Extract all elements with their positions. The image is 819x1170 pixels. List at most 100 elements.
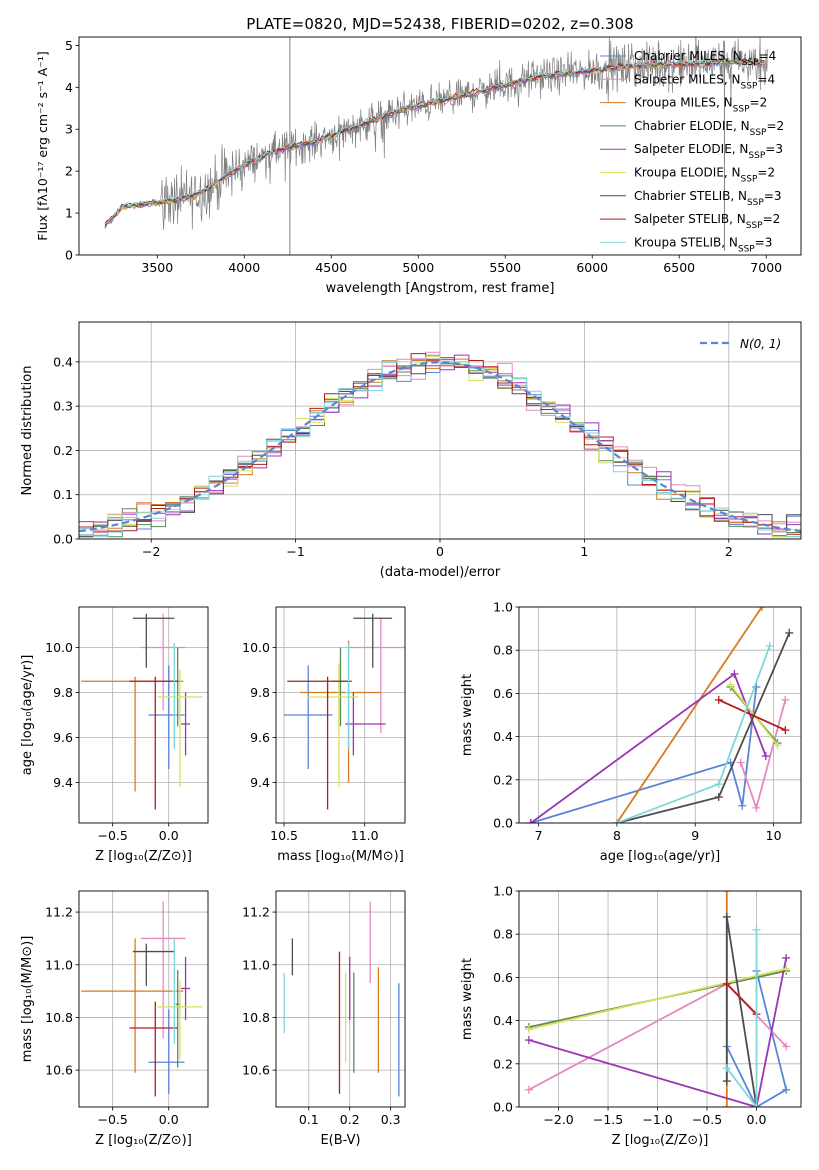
plot-area (284, 613, 405, 810)
tick-label-y: 1.0 (493, 884, 513, 899)
weight-marker-salpeter-elodie (782, 953, 791, 962)
legend-subscript: SSP (748, 151, 765, 161)
tick-label-y: 2 (65, 164, 73, 179)
tick-label-y: 0.0 (53, 532, 73, 547)
weight-marker-kroupa-elodie (524, 1025, 533, 1034)
tick-label-y: 10.0 (242, 640, 270, 655)
legend-label-kroupa-elodie: Kroupa ELODIE, NSSP=2 (634, 166, 775, 185)
tick-label-y: 1 (65, 206, 73, 221)
y-axis-label: mass weight (460, 674, 475, 756)
legend-tail: =3 (755, 235, 773, 249)
tick-label-x: −1 (286, 544, 304, 559)
panel-weight_vs_Z: −2.0 −1.5 −1.0 −0.5 0.0 0.0 0.2 0.4 0.6 0.8 1.0 Z [… (460, 884, 802, 1148)
legend-subscript: SSP (746, 221, 763, 231)
x-axis-label: Z [log₁₀(Z/Z⊙)] (95, 1133, 192, 1148)
legend-tail: =2 (750, 96, 768, 110)
tick-label-x: 6500 (663, 260, 695, 275)
weight-line-salpeter-elodie (528, 957, 788, 1107)
legend-text: Salpeter STELIB, N (634, 212, 746, 226)
x-axis-label: wavelength [Angstrom, rest frame] (326, 281, 555, 296)
x-axis-label: Z [log₁₀(Z/Z⊙)] (95, 849, 192, 864)
tick-label-y: 0.3 (53, 399, 73, 414)
legend-text: Kroupa MILES, N (634, 96, 733, 110)
tick-label-x: 6000 (576, 260, 608, 275)
figure-title: PLATE=0820, MJD=52438, FIBERID=0202, z=0… (246, 15, 633, 33)
panel-age_vs_Z: −0.5 0.0 9.4 9.6 9.8 10.0 Z [log₁₀(Z/Z⊙)] age [… (20, 606, 209, 864)
y-axis-label: Normed distribution (20, 366, 35, 496)
legend-label-chabrier-elodie: Chabrier ELODIE, NSSP=2 (634, 119, 784, 138)
tick-label-y: 0.1 (53, 487, 73, 502)
weight-marker-salpeter-miles (752, 803, 761, 812)
tick-label-y: 0.4 (53, 354, 73, 369)
y-axis-label: mass [log₁₀(M/M⊙)] (20, 936, 35, 1063)
tick-label-x: 3500 (141, 260, 173, 275)
tick-label-x: 0.2 (340, 1112, 360, 1127)
legend-label-kroupa-stelib: Kroupa STELIB, NSSP=3 (634, 235, 772, 254)
weight-marker-salpeter-elodie (526, 819, 535, 823)
axes-frame (518, 890, 802, 1108)
legend-label-chabrier-miles: Chabrier MILES, NSSP=4 (634, 49, 776, 68)
tick-label-y: 9.4 (250, 775, 270, 790)
tick-label-x: −0.5 (97, 1112, 127, 1127)
axes-frame (78, 606, 209, 824)
y-axis-label: age [log₁₀(age/yr)] (20, 655, 35, 776)
axes-frame (78, 890, 209, 1108)
weight-line-chabrier-miles (530, 686, 758, 823)
axes-frame (78, 321, 802, 540)
weight-marker-kroupa-elodie (773, 741, 782, 750)
legend-tail: =4 (757, 72, 775, 86)
weight-marker-kroupa-elodie (726, 680, 735, 689)
tick-label-x: 7 (535, 828, 543, 843)
axes-frame (518, 606, 802, 824)
tick-label-y: 0.0 (493, 1100, 513, 1115)
tick-label-x: 5500 (489, 260, 521, 275)
legend-label-chabrier-stelib: Chabrier STELIB, NSSP=3 (634, 189, 782, 208)
tick-label-y: 0.4 (493, 1013, 513, 1028)
tick-label-y: 5 (65, 38, 73, 53)
tick-label-y: 10.0 (45, 640, 73, 655)
tick-label-x: 9 (691, 828, 699, 843)
weight-marker-salpeter-stelib (722, 979, 731, 988)
weight-marker-chabrier-stelib (785, 628, 794, 637)
panel-mass_vs_Z: −0.5 0.0 10.6 10.8 11.0 11.2 Z [log₁₀(Z/Z⊙)] ma… (20, 890, 209, 1148)
weight-line-salpeter-elodie (530, 672, 767, 823)
legend-text: Salpeter ELODIE, N (634, 142, 748, 156)
legend-text: Kroupa ELODIE, N (634, 166, 741, 180)
weight-marker-kroupa-stelib (714, 780, 723, 789)
weight-marker-chabrier-stelib (714, 793, 723, 802)
x-axis-label: age [log₁₀(age/yr)] (600, 849, 721, 864)
tick-label-y: 0.2 (493, 1056, 513, 1071)
tick-label-x: 7000 (750, 260, 782, 275)
tick-label-y: 9.6 (250, 730, 270, 745)
tick-label-y: 9.4 (53, 775, 73, 790)
weight-marker-salpeter-elodie (524, 1036, 533, 1045)
histogram-kroupa-stelib (79, 355, 801, 538)
axes-frame (78, 36, 802, 256)
panel-residuals: −2 −1 0 1 2 0.0 0.1 0.2 0.3 0.4 (data-model)/error… (20, 321, 802, 580)
tick-label-x: 1 (580, 544, 588, 559)
legend-label-salpeter-elodie: Salpeter ELODIE, NSSP=3 (634, 142, 783, 161)
tick-label-y: 0.2 (493, 772, 513, 787)
tick-label-y: 4 (65, 80, 73, 95)
legend-text: Chabrier MILES, N (634, 49, 742, 63)
tick-label-x: 0.1 (299, 1112, 319, 1127)
legend-tail: =2 (763, 212, 781, 226)
tick-label-x: −1.0 (642, 1112, 672, 1127)
tick-label-y: 0.0 (493, 816, 513, 831)
panel-mass_vs_EBV: 0.1 0.2 0.3 10.6 10.8 11.0 11.2 E(B-V) (242, 890, 406, 1148)
weight-marker-chabrier-stelib (722, 1077, 731, 1086)
plot-area (79, 351, 801, 538)
tick-label-y: 0.2 (53, 443, 73, 458)
weight-marker-kroupa-stelib (752, 925, 761, 934)
plot-area (283, 901, 400, 1097)
tick-label-x: 0.3 (381, 1112, 401, 1127)
axes-frame (275, 606, 406, 824)
x-axis-label: (data-model)/error (380, 565, 501, 580)
plot-area (526, 607, 794, 823)
tick-label-y: 9.6 (53, 730, 73, 745)
tick-label-x: 8 (613, 828, 621, 843)
legend-subscript: SSP (733, 105, 750, 115)
weight-marker-kroupa-stelib (722, 1064, 731, 1073)
tick-label-x: −0.5 (692, 1112, 722, 1127)
weight-marker-salpeter-miles (524, 1085, 533, 1094)
